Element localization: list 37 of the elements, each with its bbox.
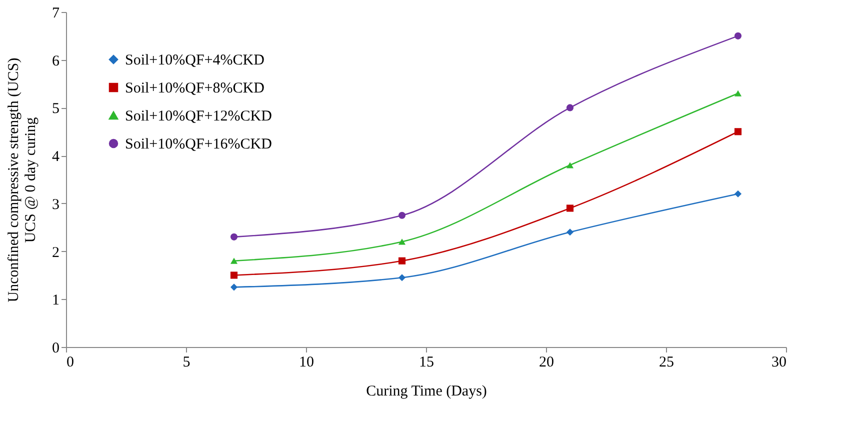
y-tick-label: 5 [52,101,60,118]
y-tick-label: 6 [52,53,60,70]
point [566,104,574,112]
x-tick-label: 5 [182,354,190,370]
legend-label: Soil+10%QF+12%CKD [125,108,272,124]
point [230,233,238,240]
point [398,212,406,219]
point [230,284,238,291]
y-tick-label: 0 [52,340,60,356]
x-axis-title: Curing Time (Days) [366,384,487,400]
point [230,258,238,264]
point [398,274,406,282]
x-tick-label: 0 [66,354,74,370]
point [230,272,238,279]
y-axis-title: Unconfined compressive strength (UCS) UCS @ 0 day curing [6,58,39,302]
point [398,238,406,245]
x-tick-label: 10 [299,354,314,370]
y-tick-label: 1 [52,292,60,309]
point [734,190,742,198]
x-tick-label: 15 [419,354,434,370]
legend-label: Soil+10%QF+4%CKD [125,52,265,68]
legend-label: Soil+10%QF+16%CKD [125,136,272,152]
point [734,32,742,40]
legend-label: Soil+10%QF+8%CKD [125,80,265,96]
point [566,204,574,212]
point [566,162,574,168]
point [398,257,406,264]
y-tick-label: 4 [52,149,60,166]
point [566,228,574,236]
point [734,128,742,136]
y-tick-label: 3 [52,196,60,213]
x-tick-label: 25 [659,354,674,370]
y-tick-label: 7 [52,6,60,22]
x-tick-label: 20 [539,354,554,370]
x-tick-label: 30 [772,354,786,370]
point [734,90,742,96]
y-tick-label: 2 [52,244,60,261]
